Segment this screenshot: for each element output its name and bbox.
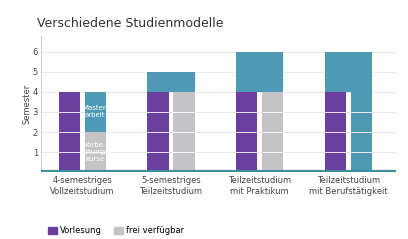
Text: Master-
arbeit: Master- arbeit — [82, 105, 108, 119]
Bar — [147, 72, 195, 92]
Bar — [173, 92, 195, 172]
Bar — [236, 52, 283, 92]
Bar — [84, 92, 106, 132]
Text: Praktikum
mit integrierter
Masterarbeit: Praktikum mit integrierter Masterarbeit — [233, 62, 286, 82]
Y-axis label: Semester: Semester — [22, 84, 31, 124]
Bar — [59, 92, 80, 172]
Text: Verschiedene Studienmodelle: Verschiedene Studienmodelle — [37, 17, 223, 30]
Legend: Vorlesung, frei verfügbar: Vorlesung, frei verfügbar — [45, 223, 187, 239]
Text: Berufstätigkeit
mit integrierter
Masterarbeit: Berufstätigkeit mit integrierter Mastera… — [322, 62, 375, 82]
Bar — [325, 92, 346, 172]
Bar — [262, 92, 283, 172]
Bar — [351, 92, 372, 172]
Bar — [236, 92, 257, 172]
Text: Masterarbeit: Masterarbeit — [149, 79, 193, 85]
Bar — [325, 52, 372, 92]
Text: Vorbe-
reitungs-
kurse: Vorbe- reitungs- kurse — [80, 142, 111, 162]
Bar — [147, 92, 169, 172]
Bar — [84, 132, 106, 172]
